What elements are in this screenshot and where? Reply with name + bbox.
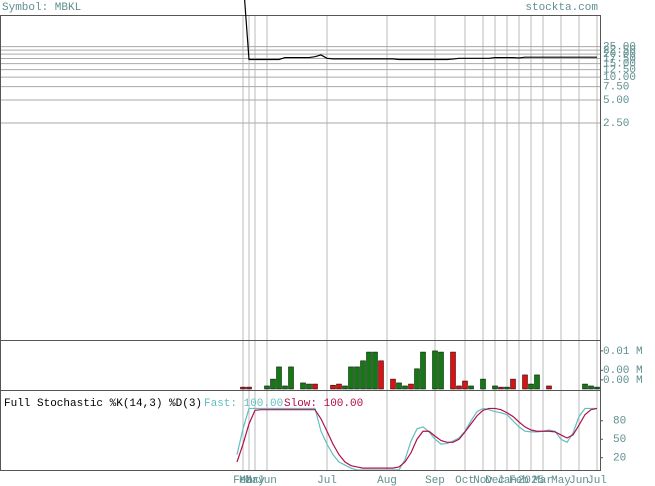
y-tick-label: 0.01 M xyxy=(603,346,643,358)
volume-bar xyxy=(390,378,396,390)
volume-bar xyxy=(336,383,342,390)
y-tick-label: 15.00 xyxy=(603,59,636,71)
grid xyxy=(0,15,603,470)
y-tick-label: 22.50 xyxy=(603,45,636,57)
volume-bar xyxy=(498,386,504,390)
volume-bar xyxy=(246,386,252,390)
volume-bar xyxy=(396,382,402,390)
volume-bar xyxy=(438,351,444,390)
volume-bar xyxy=(264,385,270,390)
x-tick-label: Dec xyxy=(485,475,505,486)
y-tick-label: 50 xyxy=(613,434,626,446)
x-tick-label: Sep xyxy=(425,475,445,486)
y-tick-label: 2.50 xyxy=(603,118,629,130)
volume-bar xyxy=(402,385,408,390)
x-tick-label: Feb xyxy=(509,475,529,486)
y-tick-label: 5.00 xyxy=(603,95,629,107)
volume-bar xyxy=(360,360,366,390)
volume-bar xyxy=(492,385,498,390)
y-tick-label: 17.50 xyxy=(603,53,636,65)
volume-bar xyxy=(462,380,468,390)
volume-bar xyxy=(300,382,306,390)
x-tick-label: Jun xyxy=(257,475,277,486)
volume-bar xyxy=(378,360,384,390)
volume-bar xyxy=(348,366,354,390)
volume-bar xyxy=(306,383,312,390)
volume-bar xyxy=(546,385,552,390)
volume-bar xyxy=(420,351,426,390)
legend-entry: Fast: 100.00 xyxy=(204,398,283,410)
plot: Fast: 100.00 Slow: 100.00 xyxy=(204,0,600,470)
y-tick-label: 20 xyxy=(613,453,626,465)
x-tick-label: Mar xyxy=(533,475,553,486)
volume-bar xyxy=(480,378,486,390)
volume-bar xyxy=(450,351,456,390)
y-tick-label: 0.00 M xyxy=(603,365,643,377)
x-tick-label: Feb xyxy=(233,475,253,486)
volume-bar xyxy=(522,374,528,390)
legend-entry: Slow: 100.00 xyxy=(284,398,363,410)
stochastic-title: Full Stochastic %K(14,3) %D(3) xyxy=(4,398,202,410)
volume-bar xyxy=(456,385,462,390)
volume-bar xyxy=(588,385,594,390)
volume-bar xyxy=(408,383,414,390)
price-line xyxy=(244,0,597,61)
volume-bar xyxy=(282,385,288,390)
stochastic-panel xyxy=(0,390,601,471)
x-tick-label: Jun xyxy=(569,475,589,486)
x-tick-label: May xyxy=(245,475,265,486)
volume-bar xyxy=(276,366,282,390)
y-tick-label: 10.00 xyxy=(603,72,636,84)
volume-bar xyxy=(288,366,294,390)
y-tick-label: 20.00 xyxy=(603,49,636,61)
volume-bar xyxy=(312,383,318,390)
x-tick-label: 2025 xyxy=(518,475,544,486)
chart-title: Symbol: MBKL xyxy=(2,2,81,14)
x-tick-label: Mar xyxy=(239,475,259,486)
volume-bar xyxy=(270,378,276,390)
volume-bar xyxy=(372,351,378,390)
volume-bar xyxy=(342,385,348,390)
volume-bar xyxy=(366,351,372,390)
volume-bar xyxy=(240,386,246,390)
volume-bar xyxy=(510,378,516,390)
stochastic-line xyxy=(236,407,598,469)
y-tick-label: 12.50 xyxy=(603,65,636,77)
volume-bar xyxy=(528,383,534,390)
x-tick-label: Aug xyxy=(377,475,397,486)
y-tick-label: 7.50 xyxy=(603,82,629,94)
x-tick-label: Nov xyxy=(473,475,493,486)
source: stockta.com xyxy=(525,2,598,14)
volume-bar xyxy=(330,384,336,390)
volume-bar xyxy=(432,350,438,390)
x-tick-label: May xyxy=(551,475,571,486)
volume-bar xyxy=(594,386,600,390)
volume-bar xyxy=(354,366,360,390)
x-tick-label: Oct xyxy=(455,475,475,486)
volume-bar xyxy=(504,386,510,390)
volume-bar xyxy=(414,368,420,390)
y-tick-label: 0.00 M xyxy=(603,375,643,387)
y-tick-label: 25.00 xyxy=(603,42,636,54)
x-tick-label: Jul xyxy=(587,475,607,486)
x-tick-label: Jan xyxy=(497,475,517,486)
x-tick-label: Jul xyxy=(317,475,337,486)
volume-bar xyxy=(534,374,540,390)
volume-bar xyxy=(582,383,588,390)
stochastic-line xyxy=(236,407,597,470)
y-tick-label: 80 xyxy=(613,416,626,428)
volume-bar xyxy=(468,385,474,390)
